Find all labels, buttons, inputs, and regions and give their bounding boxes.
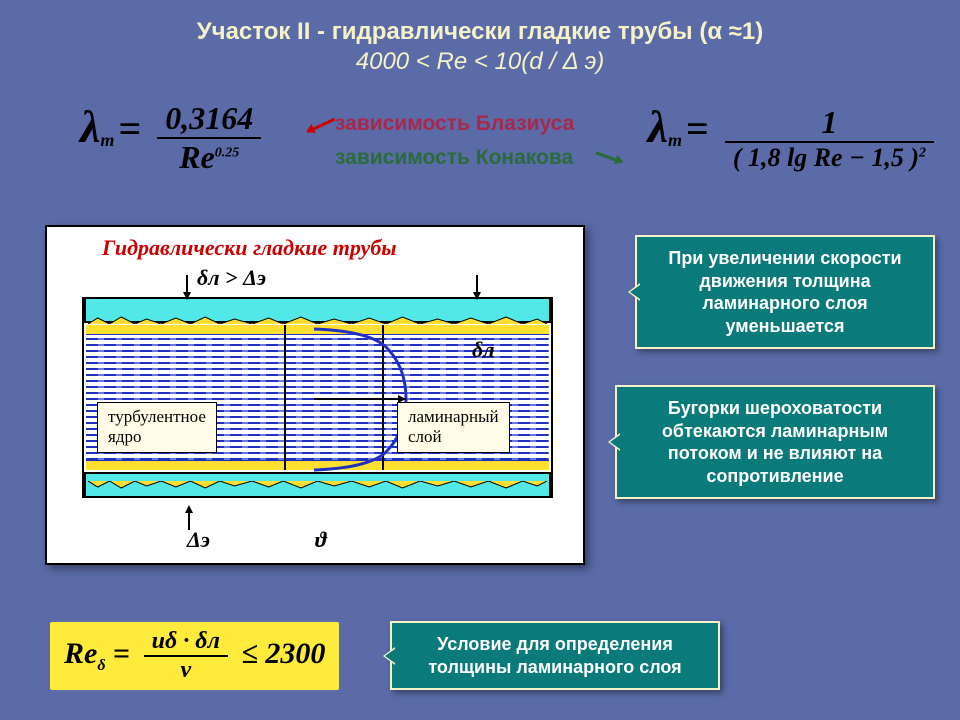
limit-value: ≤ 2300 bbox=[241, 637, 325, 670]
label-velocity: ϑ bbox=[315, 527, 327, 553]
pipe-wall-top bbox=[84, 297, 551, 323]
info-roughness: Бугорки шероховатости обтекаются ламинар… bbox=[615, 385, 935, 499]
pipe-body bbox=[82, 297, 553, 498]
fraction: 1 ( 1,8 lg Re − 1,5 )2 bbox=[725, 104, 934, 173]
label-delta-condition: δл > Δэ bbox=[197, 265, 266, 291]
pipe-wall-bottom bbox=[84, 472, 551, 498]
label-konakov: зависимость Конакова bbox=[335, 146, 574, 170]
denominator: Re0.25 bbox=[157, 137, 261, 176]
denominator: ( 1,8 lg Re − 1,5 )2 bbox=[725, 141, 934, 173]
roughness-top-icon bbox=[88, 311, 547, 319]
profile-start-line bbox=[284, 325, 286, 470]
diagram-title: Гидравлически гладкие трубы bbox=[102, 235, 397, 261]
denom-base: Re bbox=[179, 139, 215, 175]
arrow-down-icon bbox=[467, 275, 487, 300]
label-delta-e: Δэ bbox=[187, 527, 210, 553]
fraction: uδ · δл ν bbox=[144, 628, 228, 684]
re-symbol: Re bbox=[64, 637, 97, 670]
formula-reynolds-delta: Reδ = uδ · δл ν ≤ 2300 bbox=[50, 622, 339, 690]
lambda-sub: т bbox=[668, 130, 682, 150]
re-sub: δ bbox=[97, 657, 105, 674]
page-title: Участок II - гидравлически гладкие трубы… bbox=[0, 0, 960, 46]
label-laminar-layer: ламинарныйслой bbox=[397, 402, 510, 453]
equals-sign: = bbox=[118, 106, 151, 151]
pipe-diagram: Гидравлически гладкие трубы турбулентное… bbox=[45, 225, 585, 565]
denominator: ν bbox=[144, 655, 228, 684]
lambda-symbol: λ bbox=[648, 101, 668, 152]
formula-konakov: λт = 1 ( 1,8 lg Re − 1,5 )2 bbox=[648, 100, 940, 173]
dependency-labels: зависимость Блазиуса зависимость Конаков… bbox=[335, 112, 574, 170]
denom-exp: 2 bbox=[919, 145, 926, 160]
numerator: uδ · δл bbox=[144, 628, 228, 655]
numerator: 1 bbox=[725, 104, 934, 141]
info-speed-increase: При увеличении скорости движения толщина… bbox=[635, 235, 935, 349]
label-blasius: зависимость Блазиуса bbox=[335, 112, 574, 136]
info-thickness-condition: Условие для определения толщины ламинарн… bbox=[390, 621, 720, 690]
formula-blasius: λт = 0,3164 Re0.25 bbox=[80, 100, 267, 176]
arrow-up-icon bbox=[179, 505, 199, 530]
numerator: 0,3164 bbox=[157, 100, 261, 137]
label-turbulent-core: турбулентноеядро bbox=[97, 402, 217, 453]
arrow-down-icon bbox=[177, 275, 197, 300]
fraction: 0,3164 Re0.25 bbox=[157, 100, 261, 176]
roughness-bottom-icon bbox=[88, 476, 547, 484]
lambda-sub: т bbox=[100, 130, 114, 150]
denom-exp: 0.25 bbox=[215, 146, 240, 161]
lambda-symbol: λ bbox=[80, 101, 100, 152]
label-delta-l: δл bbox=[472, 337, 495, 363]
denom-expr: ( 1,8 lg Re − 1,5 ) bbox=[733, 143, 919, 172]
equals-sign: = bbox=[686, 106, 719, 151]
page-subtitle: 4000 < Re < 10(d / Δ э) bbox=[0, 48, 960, 76]
